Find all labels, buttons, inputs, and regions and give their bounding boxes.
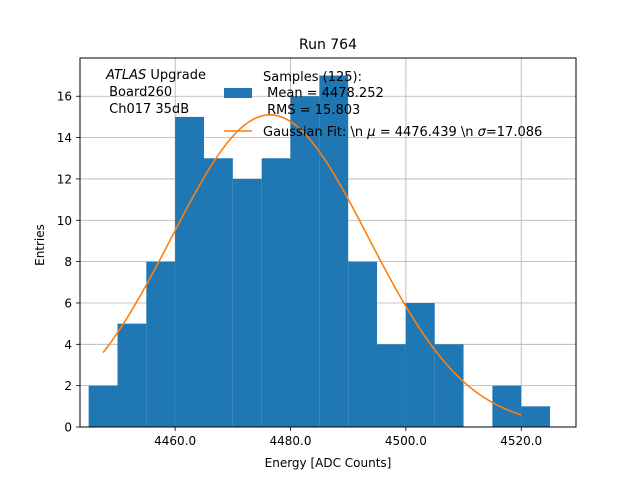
histogram-bar-7: [290, 96, 320, 427]
channel-label: Ch017 35dB: [105, 102, 189, 117]
x-tick-label-2: 4500.0: [385, 434, 427, 448]
legend-swatch-samples: [224, 88, 252, 98]
atlas-label: ATLAS: [105, 68, 146, 83]
atlas-annotation: ATLAS Upgrade Board260 Ch017 35dB: [105, 68, 206, 117]
legend-fit-mu: μ: [366, 125, 375, 140]
histogram-bar-14: [492, 385, 522, 427]
y-tick-label-7: 14: [57, 131, 72, 145]
histogram-bar-8: [319, 75, 349, 428]
histogram-bar-2: [146, 261, 176, 427]
x-tick-label-0: 4460.0: [154, 434, 196, 448]
y-axis-label: Entries: [33, 224, 47, 266]
histogram-bar-4: [204, 158, 233, 427]
histogram-bars: [88, 75, 551, 428]
gaussian-fit-curve: [102, 114, 522, 416]
histogram-bar-15: [521, 406, 551, 427]
histogram-bar-5: [232, 178, 262, 427]
histogram-bar-11: [405, 302, 435, 427]
x-tick-label-1: 4480.0: [270, 434, 312, 448]
y-tick-label-6: 12: [57, 172, 72, 186]
y-tick-label-5: 10: [57, 214, 72, 228]
board-label: Board260: [105, 85, 172, 100]
legend-samples-line1: Samples (125):: [263, 70, 362, 85]
y-tick-label-4: 8: [64, 255, 72, 269]
y-tick-label-8: 16: [57, 90, 72, 104]
legend-fit-suffix: =17.086: [486, 125, 542, 140]
chart-title: Run 764: [299, 37, 357, 53]
x-axis-label: Energy [ADC Counts]: [265, 456, 392, 470]
histogram-bar-0: [88, 385, 118, 427]
legend-fit-prefix: Gaussian Fit: \n: [263, 125, 367, 140]
upgrade-label: Upgrade: [146, 68, 206, 83]
histogram-bar-9: [348, 261, 378, 427]
histogram-bar-3: [175, 116, 204, 428]
legend-samples-line2: Mean = 4478.252: [263, 86, 384, 101]
histogram-bar-1: [117, 323, 147, 427]
histogram-bar-6: [261, 158, 291, 427]
legend-samples-line3: RMS = 15.803: [263, 103, 360, 118]
x-tick-label-3: 4520.0: [500, 434, 542, 448]
svg-text:Gaussian Fit: \n μ = 4476.439: Gaussian Fit: \n μ = 4476.439 \n σ=17.08…: [263, 125, 542, 140]
histogram-bar-12: [434, 344, 464, 427]
legend-fit-sigma: σ: [478, 125, 487, 140]
y-tick-label-0: 0: [64, 421, 72, 435]
legend: Samples (125): Mean = 4478.252 RMS = 15.…: [224, 70, 542, 140]
axes-frame: [79, 57, 577, 428]
svg-text:ATLAS Upgrade: ATLAS Upgrade: [105, 68, 206, 83]
y-tick-label-2: 4: [64, 338, 72, 352]
axis-ticks: 4460.0 4480.0 4500.0 4520.0 0 2 4 6 8 10 12 14 16: [57, 90, 542, 448]
legend-fit-mid: = 4476.439 \n: [376, 125, 478, 140]
gaussian-fit: [102, 114, 522, 416]
y-tick-label-1: 2: [64, 379, 72, 393]
histogram-bar-10: [377, 344, 406, 427]
y-tick-label-3: 6: [64, 296, 72, 310]
